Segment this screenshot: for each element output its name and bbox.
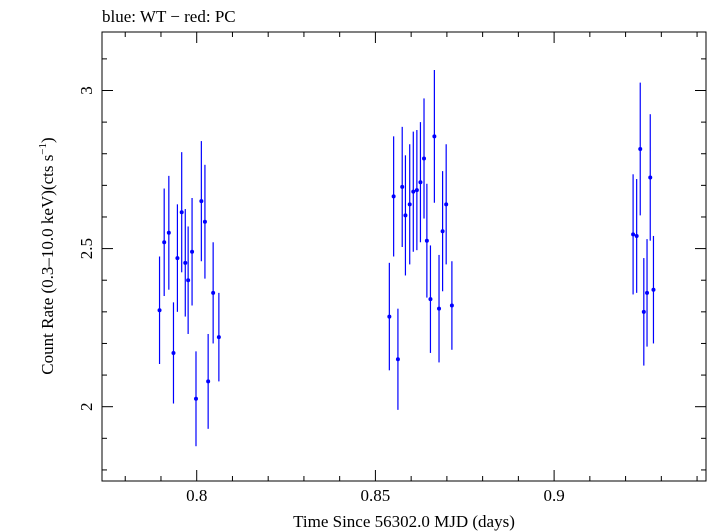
data-point: [157, 308, 162, 313]
data-point: [391, 194, 396, 199]
data-points: [157, 69, 656, 447]
y-axis-label-main: Count Rate (0.3–10.0 keV)(cts s: [38, 155, 57, 375]
x-axis-label: Time Since 56302.0 MJD (days): [293, 512, 515, 531]
data-point: [162, 240, 167, 245]
data-point: [428, 297, 433, 302]
axis-ticks: 0.8 0.85 0.9 2 2.5 3: [77, 32, 706, 505]
data-point: [634, 233, 639, 238]
data-point: [414, 188, 419, 193]
data-point: [407, 202, 412, 207]
x-tick-label: 0.8: [186, 486, 207, 505]
data-point: [440, 229, 445, 234]
data-point: [179, 210, 184, 215]
chart-title: blue: WT − red: PC: [102, 7, 236, 26]
data-point: [193, 396, 198, 401]
plot-frame: [101, 31, 707, 482]
data-point: [432, 134, 437, 139]
data-point: [190, 249, 195, 254]
data-point: [422, 156, 427, 161]
data-point: [648, 175, 653, 180]
data-point: [411, 189, 416, 194]
data-point: [449, 303, 454, 308]
x-tick-label: 0.85: [361, 486, 391, 505]
y-axis-label: Count Rate (0.3–10.0 keV)(cts s−1): [37, 137, 57, 374]
data-point: [211, 290, 216, 295]
data-point: [199, 199, 204, 204]
data-point: [631, 232, 636, 237]
data-point: [400, 184, 405, 189]
x-tick-label: 0.9: [543, 486, 564, 505]
data-point: [175, 256, 180, 261]
data-point: [645, 290, 650, 295]
data-point: [424, 238, 429, 243]
data-point: [206, 379, 211, 384]
y-tick-label: 2.5: [77, 238, 96, 259]
data-point: [186, 278, 191, 283]
data-point: [171, 350, 176, 355]
data-point: [216, 335, 221, 340]
data-point: [166, 230, 171, 235]
data-point: [202, 219, 207, 224]
data-point: [387, 314, 392, 319]
data-point: [183, 260, 188, 265]
y-tick-label: 3: [77, 86, 96, 95]
data-point: [638, 146, 643, 151]
data-point: [641, 309, 646, 314]
data-point: [444, 202, 449, 207]
data-point: [395, 357, 400, 362]
y-axis-label-sup: −1: [37, 143, 49, 155]
data-point: [418, 180, 423, 185]
data-point: [651, 287, 656, 292]
data-point: [437, 306, 442, 311]
y-tick-label: 2: [77, 402, 96, 411]
data-point: [403, 213, 408, 218]
y-axis-label-close: ): [38, 137, 57, 143]
